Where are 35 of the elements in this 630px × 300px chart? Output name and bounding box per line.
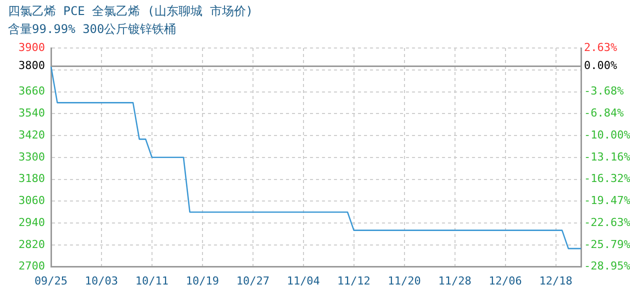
y2-tick-label: -16.32% <box>584 172 630 186</box>
y2-tick-label: 2.63% <box>584 40 618 54</box>
y-tick-label: 3060 <box>18 194 45 208</box>
y2-tick-label: 0.00% <box>584 59 618 72</box>
x-tick-label: 10/27 <box>236 274 270 288</box>
x-tick-label: 09/25 <box>34 274 68 288</box>
y2-tick-label: -6.84% <box>584 106 624 120</box>
x-tick-label: 12/18 <box>539 274 572 288</box>
x-tick-label: 10/03 <box>84 274 118 288</box>
x-tick-label: 11/12 <box>337 274 370 288</box>
y2-tick-label: -28.95% <box>584 260 630 273</box>
chart-subtitle: 含量99.99% 300公斤镀锌铁桶 <box>8 22 176 36</box>
y-tick-label: 2820 <box>18 238 45 251</box>
chart-title: 四氯乙烯 PCE 全氯乙烯 (山东聊城 市场价) <box>8 4 254 18</box>
y2-tick-label: -25.79% <box>584 238 630 251</box>
y-tick-label: 3540 <box>18 106 45 120</box>
x-tick-label: 10/11 <box>135 274 169 288</box>
y-tick-label: 3420 <box>18 128 45 142</box>
y2-tick-label: -22.63% <box>584 216 630 229</box>
y-tick-label: 3300 <box>18 150 45 164</box>
x-tick-label: 10/19 <box>186 274 219 288</box>
y-tick-label: 3660 <box>18 84 45 98</box>
x-tick-label: 11/20 <box>388 274 421 288</box>
y-tick-label: 2700 <box>18 260 45 273</box>
y2-tick-label: -19.47% <box>584 194 630 207</box>
x-tick-label: 11/04 <box>286 274 320 288</box>
y2-tick-label: -3.68% <box>584 84 624 98</box>
x-tick-label: 12/06 <box>488 274 522 288</box>
y-tick-label: 3180 <box>18 172 45 186</box>
y-tick-label: 2940 <box>18 216 45 229</box>
y-tick-label: 3800 <box>18 59 45 72</box>
y-tick-label: 3900 <box>18 40 45 54</box>
y2-tick-label: -13.16% <box>584 150 630 164</box>
x-tick-label: 11/28 <box>438 274 472 288</box>
y2-tick-label: -10.00% <box>584 128 630 142</box>
